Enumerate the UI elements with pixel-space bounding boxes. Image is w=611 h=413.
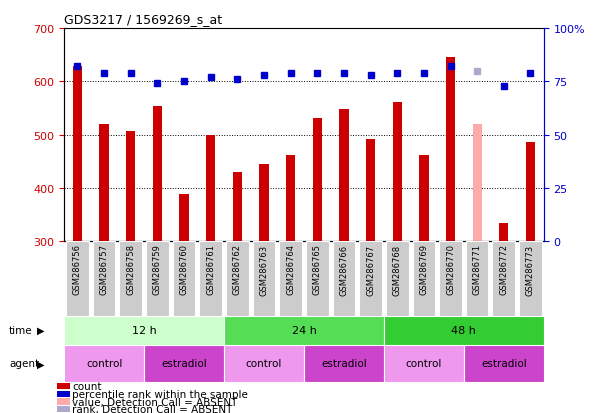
- Text: GSM286770: GSM286770: [446, 244, 455, 295]
- Text: GSM286760: GSM286760: [180, 244, 189, 295]
- Bar: [304, 345, 384, 382]
- Text: GSM286757: GSM286757: [100, 244, 109, 295]
- Text: GSM286768: GSM286768: [393, 244, 402, 295]
- Text: agent: agent: [9, 358, 39, 368]
- Bar: [224, 316, 384, 345]
- Bar: [366, 140, 375, 242]
- Bar: [384, 316, 544, 345]
- Text: time: time: [9, 325, 33, 335]
- Bar: [153, 107, 162, 242]
- Text: percentile rank within the sample: percentile rank within the sample: [72, 389, 248, 399]
- FancyBboxPatch shape: [386, 242, 409, 316]
- Bar: [57, 391, 70, 397]
- Text: GSM286766: GSM286766: [340, 244, 348, 295]
- Text: GSM286764: GSM286764: [286, 244, 295, 295]
- Bar: [313, 118, 322, 242]
- Bar: [100, 125, 109, 242]
- Text: GSM286758: GSM286758: [126, 244, 135, 295]
- FancyBboxPatch shape: [93, 242, 115, 316]
- Text: estradiol: estradiol: [161, 358, 207, 368]
- Bar: [224, 345, 304, 382]
- Text: GSM286762: GSM286762: [233, 244, 242, 295]
- FancyBboxPatch shape: [146, 242, 169, 316]
- Text: estradiol: estradiol: [321, 358, 367, 368]
- Bar: [259, 164, 269, 242]
- Text: control: control: [246, 358, 282, 368]
- Text: ▶: ▶: [37, 358, 44, 368]
- Text: GSM286769: GSM286769: [419, 244, 428, 295]
- Bar: [73, 67, 82, 242]
- Bar: [126, 131, 136, 242]
- Text: GSM286765: GSM286765: [313, 244, 322, 295]
- Bar: [286, 155, 295, 242]
- Text: GSM286767: GSM286767: [366, 244, 375, 295]
- Bar: [57, 406, 70, 412]
- Text: GSM286759: GSM286759: [153, 244, 162, 294]
- Text: GSM286761: GSM286761: [206, 244, 215, 295]
- Text: 12 h: 12 h: [132, 325, 156, 335]
- FancyBboxPatch shape: [279, 242, 302, 316]
- Bar: [64, 316, 224, 345]
- Bar: [419, 155, 428, 242]
- Text: control: control: [86, 358, 122, 368]
- Text: GSM286756: GSM286756: [73, 244, 82, 295]
- Bar: [464, 345, 544, 382]
- Text: count: count: [72, 381, 102, 391]
- Text: GSM286772: GSM286772: [499, 244, 508, 295]
- Bar: [384, 345, 464, 382]
- Bar: [180, 195, 189, 242]
- FancyBboxPatch shape: [412, 242, 435, 316]
- Bar: [499, 223, 508, 242]
- Bar: [57, 399, 70, 405]
- FancyBboxPatch shape: [332, 242, 355, 316]
- Bar: [472, 125, 482, 242]
- FancyBboxPatch shape: [119, 242, 142, 316]
- FancyBboxPatch shape: [439, 242, 462, 316]
- Text: GSM286771: GSM286771: [473, 244, 481, 295]
- FancyBboxPatch shape: [466, 242, 489, 316]
- FancyBboxPatch shape: [199, 242, 222, 316]
- Bar: [144, 345, 224, 382]
- FancyBboxPatch shape: [306, 242, 329, 316]
- Bar: [206, 135, 215, 242]
- FancyBboxPatch shape: [492, 242, 515, 316]
- FancyBboxPatch shape: [66, 242, 89, 316]
- Text: GDS3217 / 1569269_s_at: GDS3217 / 1569269_s_at: [64, 13, 222, 26]
- Text: estradiol: estradiol: [481, 358, 527, 368]
- Text: GSM286763: GSM286763: [260, 244, 268, 295]
- FancyBboxPatch shape: [359, 242, 382, 316]
- FancyBboxPatch shape: [253, 242, 276, 316]
- Bar: [339, 110, 349, 242]
- FancyBboxPatch shape: [226, 242, 249, 316]
- Text: rank, Detection Call = ABSENT: rank, Detection Call = ABSENT: [72, 404, 233, 413]
- Bar: [57, 383, 70, 389]
- Bar: [393, 102, 402, 242]
- Text: value, Detection Call = ABSENT: value, Detection Call = ABSENT: [72, 396, 238, 406]
- FancyBboxPatch shape: [173, 242, 196, 316]
- Bar: [526, 142, 535, 242]
- Bar: [446, 58, 455, 242]
- Text: control: control: [406, 358, 442, 368]
- Bar: [64, 345, 144, 382]
- Text: GSM286773: GSM286773: [526, 244, 535, 295]
- Text: 48 h: 48 h: [452, 325, 477, 335]
- Bar: [233, 173, 242, 242]
- FancyBboxPatch shape: [519, 242, 542, 316]
- Text: 24 h: 24 h: [291, 325, 316, 335]
- Text: ▶: ▶: [37, 325, 44, 335]
